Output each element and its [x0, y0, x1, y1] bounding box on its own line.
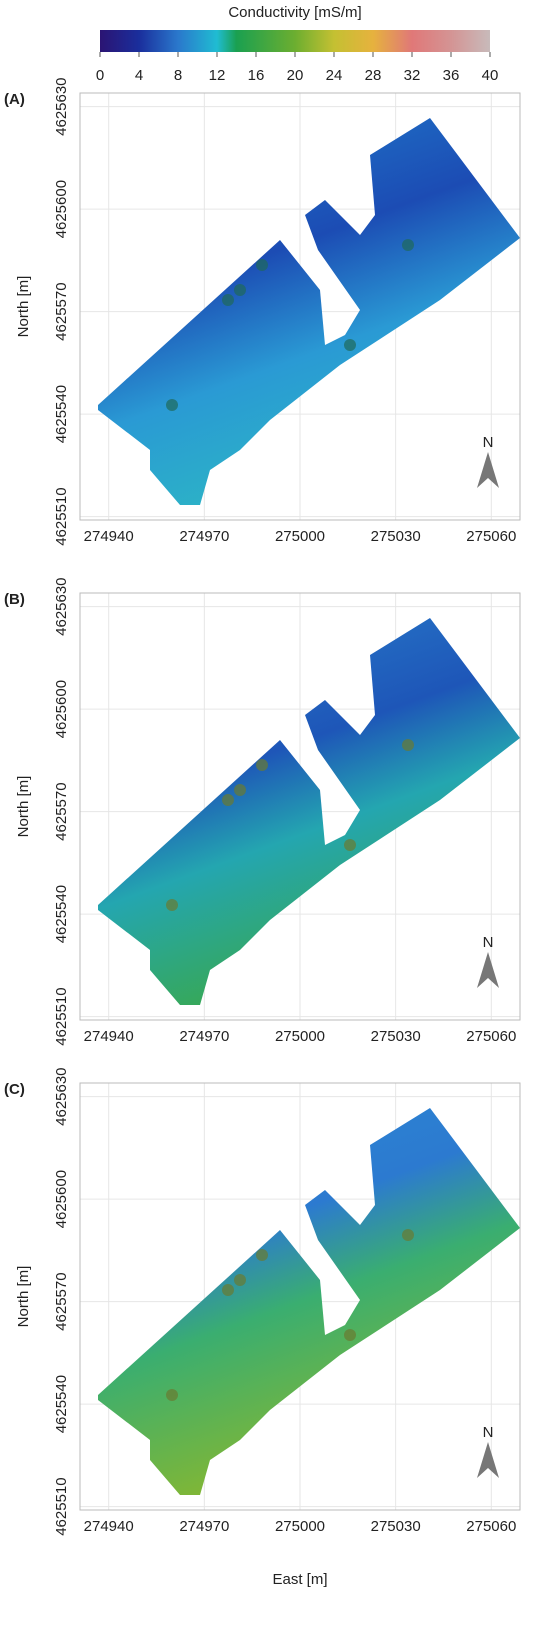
colorbar-tick-label: 32: [404, 67, 421, 84]
x-tick-label: 275030: [371, 528, 421, 545]
colorbar-tick-label: 40: [482, 67, 499, 84]
plot-frame: [79, 92, 521, 521]
anomaly: [256, 1249, 268, 1261]
anomaly: [166, 899, 178, 911]
y-tick-label: 4625600: [53, 180, 70, 238]
x-tick-label: 274970: [179, 1028, 229, 1045]
x-tick-label: 275000: [275, 1028, 325, 1045]
conductivity-map: [98, 1108, 520, 1495]
y-tick-label: 4625570: [53, 782, 70, 840]
y-tick-label: 4625510: [53, 987, 70, 1045]
anomaly: [222, 794, 234, 806]
y-tick-label: 4625570: [53, 282, 70, 340]
anomaly: [234, 1274, 246, 1286]
y-axis-label: North [m]: [15, 276, 32, 338]
y-axis-label: North [m]: [15, 776, 32, 838]
colorbar-tick-label: 20: [287, 67, 304, 84]
plot-frame: [79, 592, 521, 1021]
north-label: N: [483, 434, 494, 451]
anomaly: [234, 784, 246, 796]
colorbar-tick-label: 12: [209, 67, 226, 84]
y-tick-label: 4625600: [53, 680, 70, 738]
anomaly: [344, 839, 356, 851]
conductivity-map: [98, 618, 520, 1005]
x-tick-label: 274970: [179, 528, 229, 545]
colorbar-tick-label: 4: [135, 67, 143, 84]
anomaly: [402, 739, 414, 751]
x-tick-label: 274940: [84, 1028, 134, 1045]
x-tick-label: 275060: [466, 528, 516, 545]
north-arrow: [477, 952, 499, 988]
conductivity-map: [98, 118, 520, 505]
panel-label: (B): [4, 591, 25, 608]
anomaly: [222, 1284, 234, 1296]
y-tick-label: 4625540: [53, 385, 70, 443]
anomaly: [344, 339, 356, 351]
north-label: N: [483, 934, 494, 951]
y-tick-label: 4625630: [53, 77, 70, 135]
x-axis-label: East [m]: [272, 1571, 327, 1588]
x-tick-label: 275060: [466, 1518, 516, 1535]
survey-area: N: [98, 118, 520, 505]
x-tick-label: 275060: [466, 1028, 516, 1045]
anomaly: [344, 1329, 356, 1341]
anomaly: [166, 1389, 178, 1401]
survey-area: N: [98, 618, 520, 1005]
anomaly: [256, 759, 268, 771]
colorbar-tick-label: 8: [174, 67, 182, 84]
y-tick-label: 4625630: [53, 1067, 70, 1125]
anomaly: [222, 294, 234, 306]
panel-label: (C): [4, 1081, 25, 1098]
colorbar-tick-label: 0: [96, 67, 104, 84]
y-tick-label: 4625510: [53, 1477, 70, 1535]
panel-label: (A): [4, 91, 25, 108]
y-tick-label: 4625630: [53, 577, 70, 635]
north-arrow: [477, 1442, 499, 1478]
y-tick-label: 4625570: [53, 1272, 70, 1330]
x-tick-label: 275000: [275, 1518, 325, 1535]
x-tick-label: 274940: [84, 528, 134, 545]
colorbar: [100, 30, 490, 52]
colorbar-tick-label: 16: [248, 67, 265, 84]
x-tick-label: 274940: [84, 1518, 134, 1535]
x-tick-label: 275030: [371, 1028, 421, 1045]
y-tick-label: 4625600: [53, 1170, 70, 1228]
anomaly: [402, 1229, 414, 1241]
anomaly: [234, 284, 246, 296]
anomaly: [256, 259, 268, 271]
colorbar-tick-label: 24: [326, 67, 343, 84]
north-arrow: [477, 452, 499, 488]
survey-area: N: [98, 1108, 520, 1495]
y-axis-label: North [m]: [15, 1266, 32, 1328]
plot-frame: [79, 1082, 521, 1511]
colorbar-tick-label: 36: [443, 67, 460, 84]
x-tick-label: 274970: [179, 1518, 229, 1535]
colorbar-title: Conductivity [mS/m]: [228, 4, 361, 21]
anomaly: [166, 399, 178, 411]
x-tick-label: 275000: [275, 528, 325, 545]
y-tick-label: 4625540: [53, 1375, 70, 1433]
north-label: N: [483, 1424, 494, 1441]
anomaly: [402, 239, 414, 251]
y-tick-label: 4625540: [53, 885, 70, 943]
y-tick-label: 4625510: [53, 487, 70, 545]
x-tick-label: 275030: [371, 1518, 421, 1535]
colorbar-tick-label: 28: [365, 67, 382, 84]
